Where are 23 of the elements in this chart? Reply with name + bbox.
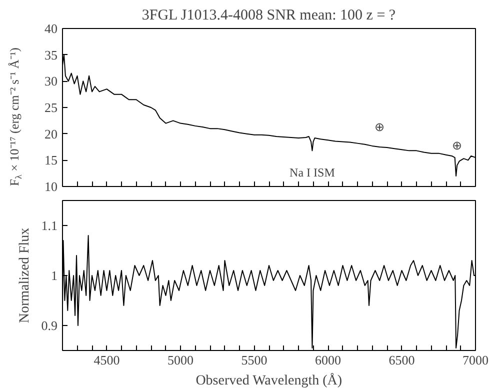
y-tick-label: 0.9 xyxy=(41,318,58,333)
x-axis-title: Observed Wavelength (Å) xyxy=(196,372,342,388)
x-tick-label: 6000 xyxy=(315,352,341,368)
x-tick-label: 7000 xyxy=(462,352,488,368)
y-tick-label: 15 xyxy=(44,152,58,168)
y-axis-title: Normalized Flux xyxy=(17,228,32,324)
chart-title: 3FGL J1013.4-4008 SNR mean: 100 z = ? xyxy=(142,8,396,24)
x-tick-label: 5000 xyxy=(168,352,194,368)
annotation: ⊕ xyxy=(452,138,462,152)
annotation: Na I ISM xyxy=(290,166,336,180)
y-tick-label: 35 xyxy=(44,47,58,62)
x-tick-label: 5500 xyxy=(241,352,268,368)
y-tick-label: 25 xyxy=(44,100,58,115)
y-tick-label: 10 xyxy=(44,179,58,194)
annotation: ⊕ xyxy=(374,120,385,134)
y-tick-label: 1 xyxy=(51,268,58,283)
x-tick-label: 4500 xyxy=(94,352,120,368)
y-tick-label: 1.1 xyxy=(41,218,58,233)
y-tick-label: 40 xyxy=(44,21,58,36)
x-tick-label: 6500 xyxy=(388,352,415,368)
y-tick-label: 30 xyxy=(44,74,58,89)
y-tick-label: 20 xyxy=(44,126,58,142)
y-axis-title: Fλ × 10⁻¹⁷ (erg cm⁻² s⁻¹ Å⁻¹) xyxy=(8,48,24,186)
